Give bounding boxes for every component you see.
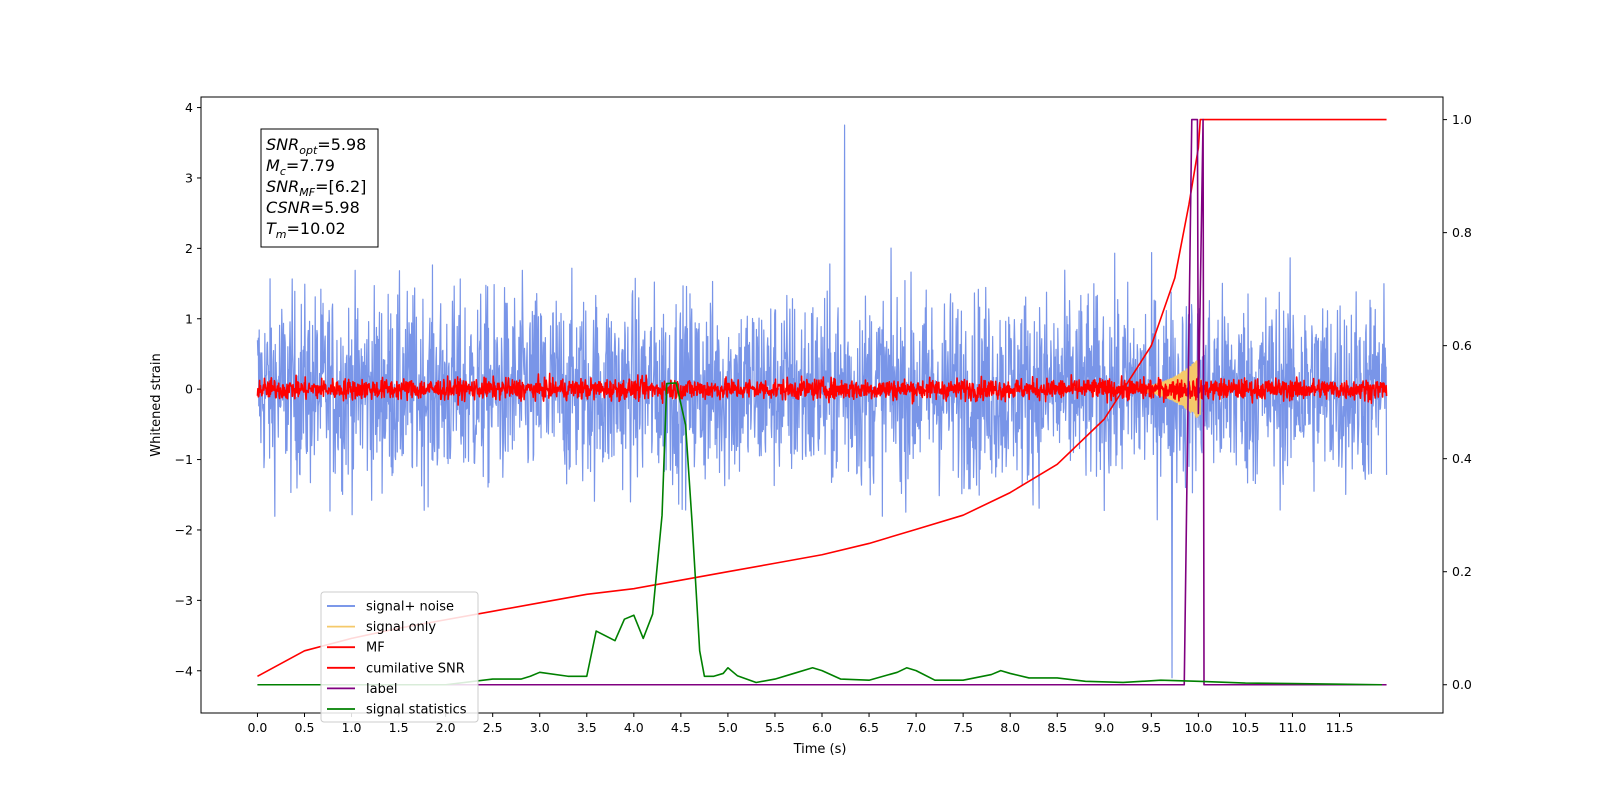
- x-tick-label: 0.5: [295, 720, 315, 735]
- x-tick-label: 5.0: [718, 720, 738, 735]
- series-label: [257, 118, 1387, 686]
- y-axis-right: 1.0 0.8 0.6 0.4 0.2 0.0: [1443, 112, 1472, 692]
- legend-label-signal-noise: signal+ noise: [366, 600, 454, 615]
- y-tick-label-right: 0.2: [1452, 564, 1472, 579]
- y-tick-label-left: −2: [175, 522, 193, 537]
- legend-label-cumilative-snr: cumilative SNR: [366, 661, 465, 676]
- annotation-snr-opt: SNRopt=5.98: [266, 135, 366, 157]
- x-tick-label: 10.0: [1184, 720, 1212, 735]
- x-tick-label: 11.0: [1279, 720, 1307, 735]
- x-tick-label: 10.5: [1231, 720, 1259, 735]
- y-tick-label-left: −4: [175, 663, 193, 678]
- x-tick-label: 7.5: [953, 720, 973, 735]
- y-tick-label-right: 0.8: [1452, 225, 1472, 240]
- x-axis: 0.0 0.5 1.0 1.5 2.0 2.5 3.0 3.5 4.0 4.5 5.0 5.5 6.0 6…: [248, 713, 1354, 735]
- x-tick-label: 6.5: [859, 720, 879, 735]
- x-tick-label: 8.0: [1000, 720, 1020, 735]
- x-tick-label: 8.5: [1047, 720, 1067, 735]
- y-tick-label-right: 0.0: [1452, 677, 1472, 692]
- x-tick-label: 4.0: [624, 720, 644, 735]
- y-axis-left: 4 3 2 1 0 −1 −2 −3 −4: [175, 100, 201, 678]
- x-tick-label: 5.5: [765, 720, 785, 735]
- annotation-mc: Mc=7.79: [266, 156, 335, 178]
- annotation-snr-mf: SNRMF=[6.2]: [266, 177, 366, 199]
- x-tick-label: 1.0: [342, 720, 362, 735]
- y-tick-label-right: 1.0: [1452, 112, 1472, 127]
- y-tick-label-left: 3: [185, 170, 193, 185]
- series-signal-statistics: [257, 382, 1382, 686]
- x-tick-label: 7.0: [906, 720, 926, 735]
- x-tick-label: 6.0: [812, 720, 832, 735]
- x-tick-label: 0.0: [248, 720, 268, 735]
- x-tick-label: 4.5: [671, 720, 691, 735]
- y-tick-label-left: −3: [175, 593, 193, 608]
- y-tick-label-left: 0: [185, 382, 193, 397]
- legend: signal+ noise signal only MF cumilative SNR…: [320, 591, 479, 723]
- y-tick-label-left: 1: [185, 311, 193, 326]
- y-tick-label-left: 4: [185, 100, 193, 115]
- legend-label-signal-only: signal only: [366, 620, 436, 635]
- annotation-box: SNRopt=5.98 Mc=7.79 SNRMF=[6.2] CSNR=5.9…: [260, 128, 379, 248]
- legend-label-signal-statistics: signal statistics: [366, 703, 467, 718]
- y-tick-label-right: 0.4: [1452, 451, 1472, 466]
- x-tick-label: 11.5: [1326, 720, 1354, 735]
- x-tick-label: 2.0: [436, 720, 456, 735]
- x-tick-label: 3.0: [530, 720, 550, 735]
- x-tick-label: 3.5: [577, 720, 597, 735]
- x-tick-label: 9.0: [1094, 720, 1114, 735]
- x-tick-label: 1.5: [389, 720, 409, 735]
- x-tick-label: 2.5: [483, 720, 503, 735]
- x-tick-label: 9.5: [1141, 720, 1161, 735]
- y-tick-label-left: −1: [175, 452, 193, 467]
- x-axis-label: Time (s): [793, 742, 847, 757]
- y-axis-label: Whitened strain: [149, 353, 164, 456]
- annotation-csnr: CSNR=5.98: [266, 198, 360, 217]
- y-tick-label-right: 0.6: [1452, 338, 1472, 353]
- legend-label-label: label: [366, 682, 397, 697]
- annotation-tm: Tm=10.02: [266, 219, 346, 241]
- y-tick-label-left: 2: [185, 241, 193, 256]
- legend-label-mf: MF: [366, 641, 385, 656]
